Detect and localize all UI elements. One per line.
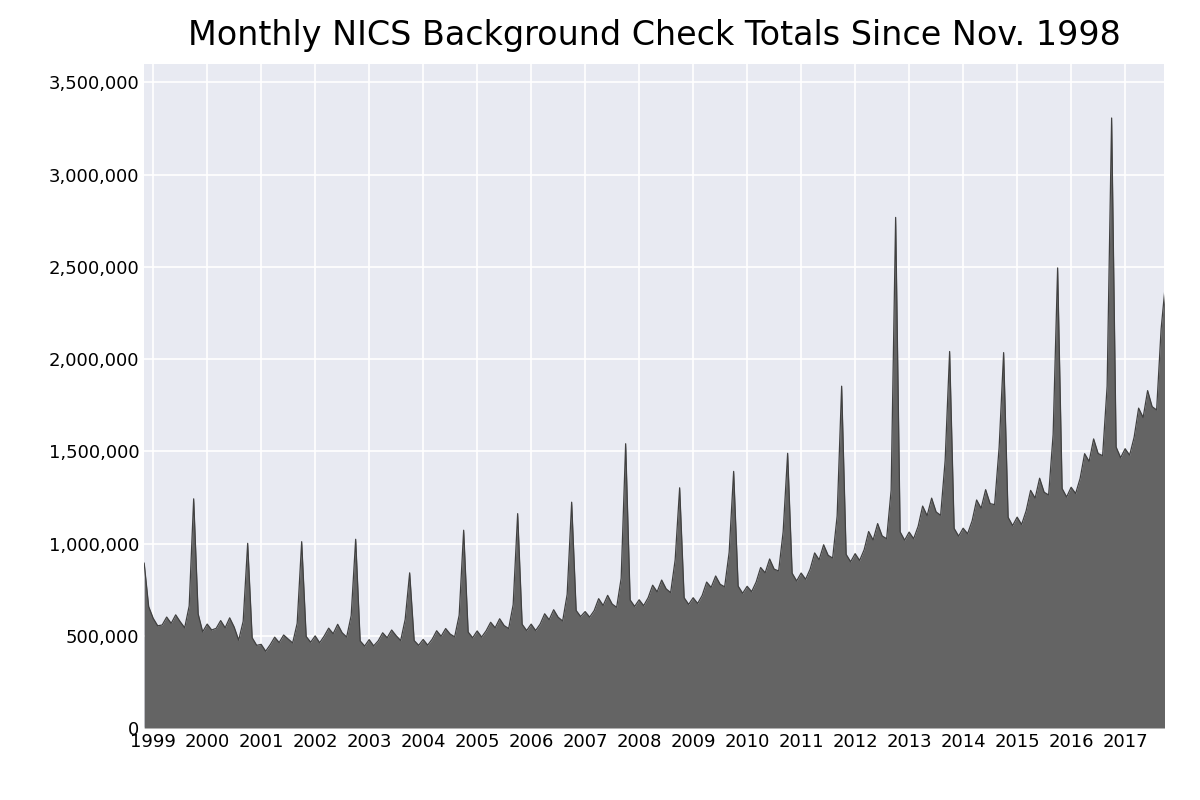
Title: Monthly NICS Background Check Totals Since Nov. 1998: Monthly NICS Background Check Totals Sin… [187,18,1121,51]
